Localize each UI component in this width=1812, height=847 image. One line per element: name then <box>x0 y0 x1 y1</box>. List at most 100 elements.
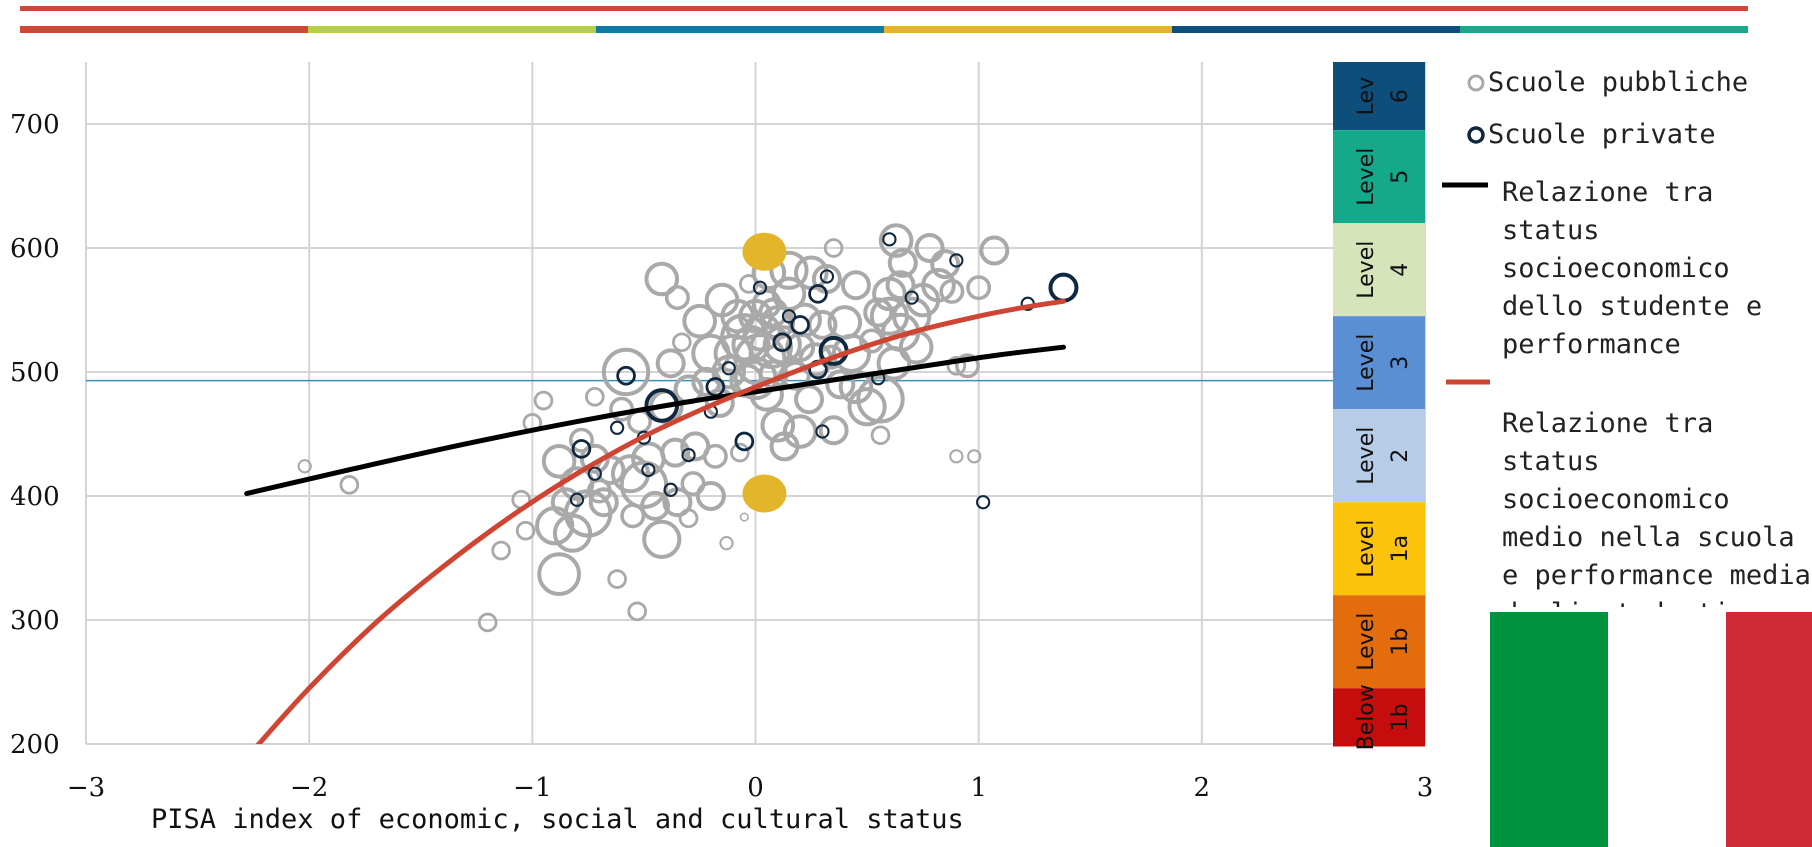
private-schools-points <box>569 232 1079 510</box>
private-school-point <box>808 284 828 304</box>
private-school-point <box>790 315 810 335</box>
public-school-point <box>644 261 680 297</box>
public-school-point <box>730 442 750 463</box>
level-label: Level <box>1354 334 1379 392</box>
private-school-point <box>1048 272 1079 303</box>
public-school-point <box>541 443 577 479</box>
level-band <box>1333 595 1425 689</box>
header-top-stripe <box>20 6 1748 11</box>
public-school-point <box>946 355 967 376</box>
level-band <box>1333 223 1425 317</box>
level-band <box>1333 316 1425 410</box>
public-school-point <box>568 427 594 453</box>
private-school-point <box>681 447 696 463</box>
public-school-point <box>515 520 536 541</box>
header-segment <box>308 26 596 33</box>
private-school-point <box>734 431 755 452</box>
x-tick-label: 1 <box>970 773 987 803</box>
private-school-point <box>772 332 793 353</box>
public-school-point <box>825 369 856 400</box>
private-school-point <box>904 290 919 305</box>
public-school-point <box>939 278 965 304</box>
private-school-point <box>587 466 602 481</box>
level-band <box>1333 409 1425 503</box>
public-school-point <box>823 238 844 258</box>
public-school-point <box>818 415 849 446</box>
level-sublabel: 1b <box>1388 628 1413 656</box>
public-school-point <box>769 250 809 290</box>
x-tick-label: −3 <box>67 773 105 803</box>
public-school-point <box>731 325 771 365</box>
header-segment <box>20 26 308 33</box>
x-tick-label: 0 <box>747 773 764 803</box>
level-sublabel: 6 <box>1388 89 1413 103</box>
x-axis-label: PISA index of economic, social and cultu… <box>151 804 964 835</box>
private-school-point <box>781 309 797 324</box>
level-label: Level <box>1354 427 1379 485</box>
private-school-point <box>571 439 592 459</box>
public-school-point <box>607 569 627 589</box>
public-school-point <box>782 414 818 449</box>
public-school-point <box>537 552 582 597</box>
public-school-point <box>672 332 692 353</box>
public-school-point <box>856 375 905 424</box>
public-school-point <box>967 449 982 464</box>
public-school-point <box>794 384 825 415</box>
level-sublabel: 4 <box>1388 263 1413 277</box>
public-school-point <box>585 386 605 407</box>
highlight-markers <box>742 232 787 513</box>
public-school-point <box>838 369 874 405</box>
y-tick-label: 700 <box>10 110 60 140</box>
private-school-point <box>663 482 678 497</box>
level-label: Below <box>1354 684 1379 750</box>
public-school-point <box>642 519 682 560</box>
private-school-point <box>569 492 585 507</box>
legend-student-relation-label: Relazione tra status socioeconomico dell… <box>1502 177 1763 360</box>
public-school-point <box>863 297 894 328</box>
y-tick-label: 600 <box>10 234 60 264</box>
public-school-point <box>601 347 651 397</box>
level-label: Level <box>1354 148 1379 206</box>
public-school-point <box>704 388 735 418</box>
level-band <box>1333 62 1425 131</box>
private-school-point <box>752 280 768 295</box>
level-label: Lev <box>1354 77 1379 115</box>
y-tick-label: 200 <box>10 730 60 760</box>
public-school-point <box>914 233 945 263</box>
level-sublabel: 3 <box>1388 356 1413 370</box>
header-segment <box>1172 26 1460 33</box>
private-school-point <box>819 269 835 284</box>
highlight-marker <box>742 474 787 513</box>
proficiency-level-bar: Lev 6 Level 5 Level 4 Level 3 Level 2 Level 1a Level… <box>1333 62 1425 750</box>
public-school-point <box>711 354 747 390</box>
private-school-point <box>641 462 656 478</box>
level-band <box>1333 130 1425 224</box>
level-sublabel: 1b <box>1388 703 1413 731</box>
legend-private-label: Scuole private <box>1488 119 1716 150</box>
public-school-point <box>955 353 980 379</box>
legend-icons <box>1442 74 1490 385</box>
header-segment <box>596 26 884 33</box>
x-tick-label: 3 <box>1417 773 1434 803</box>
level-label: Level <box>1354 520 1379 578</box>
public-school-point <box>878 223 914 258</box>
highlight-marker <box>742 232 787 271</box>
level-label: Level <box>1354 613 1379 671</box>
level-sublabel: 1a <box>1388 535 1413 562</box>
x-tick-label: −2 <box>290 773 328 803</box>
public-school-point <box>966 275 992 301</box>
x-tick-label: 2 <box>1194 773 1211 803</box>
header-segment <box>884 26 1172 33</box>
public-school-point <box>758 297 789 328</box>
legend-school-relation-label: Relazione tra status socioeconomico medi… <box>1502 408 1811 607</box>
public-school-point <box>491 540 511 561</box>
flag-white-band <box>1608 612 1726 847</box>
public-school-point <box>979 235 1010 266</box>
private-school-point <box>721 361 736 376</box>
header-segment <box>1460 26 1748 33</box>
public-school-point <box>552 513 593 553</box>
public-school-point <box>678 508 699 529</box>
public-school-point <box>702 443 728 469</box>
public-school-point <box>725 314 751 340</box>
header-stripes <box>20 6 1748 33</box>
